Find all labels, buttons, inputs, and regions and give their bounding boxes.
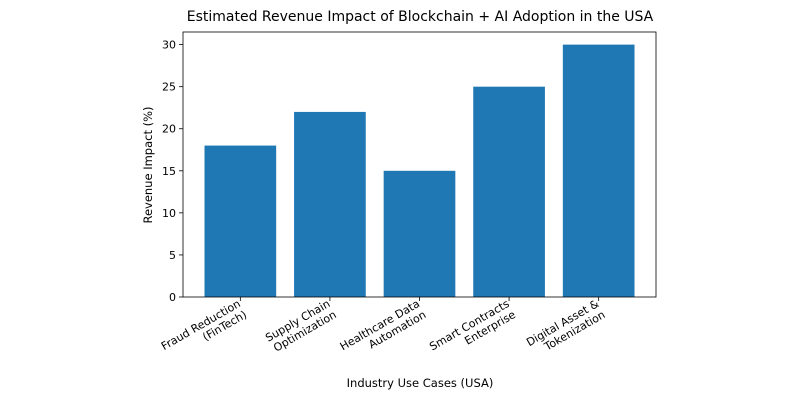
y-axis-label: Revenue Impact (%): [141, 106, 155, 223]
y-tick-label: 10: [162, 207, 176, 220]
chart-title: Estimated Revenue Impact of Blockchain +…: [187, 9, 654, 25]
bar: [473, 86, 545, 297]
y-tick-label: 30: [162, 39, 176, 52]
x-tick-label: Fraud Reduction(FinTech): [159, 297, 249, 364]
x-tick-label: Supply ChainOptimization: [263, 297, 339, 355]
x-axis-label: Industry Use Cases (USA): [347, 376, 494, 390]
y-tick-label: 15: [162, 165, 176, 178]
y-tick-label: 20: [162, 123, 176, 136]
x-tick-label: Digital Asset &Tokenization: [524, 297, 608, 360]
y-tick-label: 25: [162, 81, 176, 94]
y-tick-label: 0: [169, 291, 176, 304]
y-tick-label: 5: [169, 249, 176, 262]
x-tick-label: Smart ContractsEnterprise: [427, 297, 518, 364]
bar: [562, 44, 635, 297]
bar: [204, 145, 277, 297]
plot-frame: [182, 31, 657, 298]
x-tick-label: Healthcare DataAutomation: [338, 297, 429, 364]
bar: [383, 170, 456, 297]
bar: [294, 111, 366, 298]
